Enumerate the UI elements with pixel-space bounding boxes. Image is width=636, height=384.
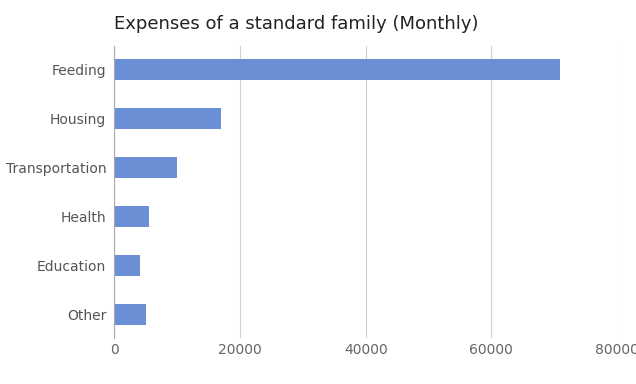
Bar: [114, 255, 139, 276]
Bar: [114, 157, 177, 178]
Bar: [114, 304, 146, 324]
Text: Expenses of a standard family (Monthly): Expenses of a standard family (Monthly): [114, 15, 479, 33]
Bar: [114, 206, 149, 227]
Bar: [114, 60, 560, 80]
Bar: [114, 108, 221, 129]
